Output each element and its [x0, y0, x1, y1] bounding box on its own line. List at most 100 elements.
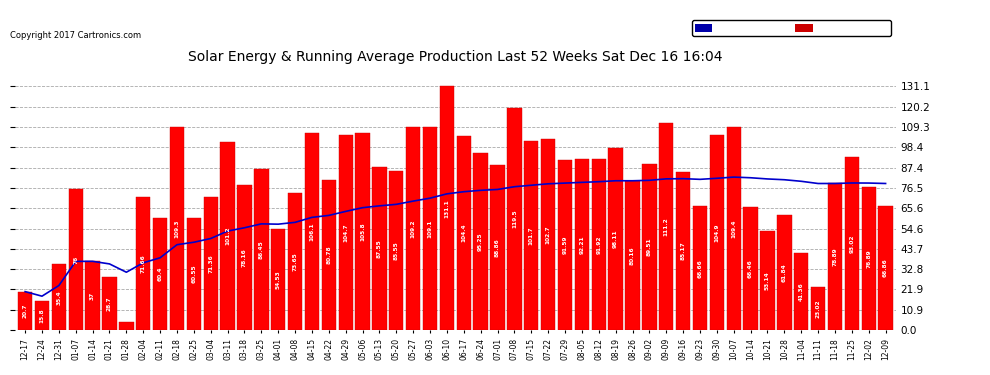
- Text: 73.65: 73.65: [293, 252, 298, 271]
- Text: 91.59: 91.59: [562, 236, 567, 254]
- Bar: [575, 159, 589, 330]
- Bar: [119, 322, 134, 330]
- Bar: [659, 123, 673, 330]
- Bar: [811, 287, 826, 330]
- Bar: [170, 127, 184, 330]
- Text: 109.2: 109.2: [411, 219, 416, 238]
- Text: 15.8: 15.8: [40, 308, 45, 323]
- Bar: [743, 207, 757, 330]
- Text: 102.7: 102.7: [545, 225, 550, 244]
- Bar: [777, 215, 792, 330]
- Text: 78.89: 78.89: [833, 248, 838, 266]
- Text: 85.55: 85.55: [394, 241, 399, 260]
- Bar: [524, 141, 539, 330]
- Bar: [710, 135, 724, 330]
- Text: 28.7: 28.7: [107, 296, 112, 311]
- Text: 105.8: 105.8: [360, 222, 365, 241]
- Bar: [221, 142, 235, 330]
- Bar: [541, 139, 555, 330]
- Bar: [440, 86, 454, 330]
- Text: 104.7: 104.7: [344, 224, 348, 242]
- Bar: [592, 159, 606, 330]
- Text: 54.53: 54.53: [275, 270, 281, 289]
- Text: 91.92: 91.92: [596, 236, 601, 254]
- Text: 98.11: 98.11: [613, 230, 618, 248]
- Text: 93.02: 93.02: [849, 234, 854, 253]
- Bar: [254, 170, 268, 330]
- Bar: [676, 172, 690, 330]
- Bar: [204, 197, 218, 330]
- Text: 78.16: 78.16: [242, 248, 247, 267]
- Text: 60.55: 60.55: [191, 264, 196, 283]
- Bar: [322, 180, 336, 330]
- Text: 109.1: 109.1: [428, 219, 433, 238]
- Text: 131.1: 131.1: [445, 199, 449, 217]
- Text: 41.36: 41.36: [799, 282, 804, 301]
- Bar: [271, 229, 285, 330]
- Text: 101.2: 101.2: [225, 227, 230, 245]
- Bar: [372, 167, 387, 330]
- Bar: [51, 264, 66, 330]
- Text: 85.17: 85.17: [681, 242, 686, 260]
- Text: 104.4: 104.4: [461, 224, 466, 242]
- Text: 53.14: 53.14: [765, 272, 770, 290]
- Text: 61.84: 61.84: [782, 263, 787, 282]
- Bar: [643, 164, 656, 330]
- Bar: [878, 206, 893, 330]
- Bar: [861, 187, 876, 330]
- Bar: [355, 134, 369, 330]
- Bar: [406, 127, 421, 330]
- Bar: [557, 160, 572, 330]
- Bar: [473, 153, 488, 330]
- Text: 66.66: 66.66: [698, 259, 703, 278]
- Text: 86.45: 86.45: [258, 240, 263, 259]
- Text: 80.78: 80.78: [327, 246, 332, 264]
- Text: 23.02: 23.02: [816, 299, 821, 318]
- Text: 104.9: 104.9: [715, 223, 720, 242]
- Bar: [456, 136, 471, 330]
- Text: 95.25: 95.25: [478, 232, 483, 251]
- Bar: [18, 292, 33, 330]
- Text: 37: 37: [90, 292, 95, 300]
- Text: 89.51: 89.51: [646, 238, 651, 256]
- Text: 109.3: 109.3: [174, 219, 179, 238]
- Text: 71.66: 71.66: [141, 254, 146, 273]
- Bar: [693, 206, 707, 330]
- Text: 119.5: 119.5: [512, 210, 517, 228]
- Title: Solar Energy & Running Average Production Last 52 Weeks Sat Dec 16 16:04: Solar Energy & Running Average Productio…: [188, 50, 723, 64]
- Text: 35.4: 35.4: [56, 290, 61, 304]
- Bar: [490, 165, 505, 330]
- Legend: Average (kWh), Weekly (kWh): Average (kWh), Weekly (kWh): [692, 20, 891, 36]
- Text: 60.4: 60.4: [157, 267, 162, 281]
- Text: 66.86: 66.86: [883, 259, 888, 278]
- Bar: [423, 127, 438, 330]
- Bar: [760, 231, 774, 330]
- Text: 87.55: 87.55: [377, 239, 382, 258]
- Bar: [187, 217, 201, 330]
- Text: 101.7: 101.7: [529, 226, 534, 245]
- Text: 111.2: 111.2: [663, 217, 669, 236]
- Text: 92.21: 92.21: [579, 235, 584, 254]
- Bar: [68, 189, 83, 330]
- Bar: [339, 135, 352, 330]
- Bar: [238, 185, 251, 330]
- Bar: [288, 193, 302, 330]
- Text: 106.1: 106.1: [310, 222, 315, 241]
- Bar: [828, 183, 842, 330]
- Bar: [626, 181, 640, 330]
- Bar: [727, 127, 741, 330]
- Bar: [609, 148, 623, 330]
- Bar: [102, 277, 117, 330]
- Text: 20.7: 20.7: [23, 304, 28, 318]
- Text: 71.36: 71.36: [208, 254, 213, 273]
- Bar: [794, 253, 809, 330]
- Text: 80.16: 80.16: [630, 246, 635, 265]
- Text: Copyright 2017 Cartronics.com: Copyright 2017 Cartronics.com: [10, 30, 141, 39]
- Text: 109.4: 109.4: [732, 219, 737, 238]
- Text: 76: 76: [73, 255, 78, 264]
- Bar: [152, 218, 167, 330]
- Bar: [35, 301, 50, 330]
- Bar: [844, 157, 859, 330]
- Text: 88.86: 88.86: [495, 238, 500, 257]
- Bar: [507, 108, 522, 330]
